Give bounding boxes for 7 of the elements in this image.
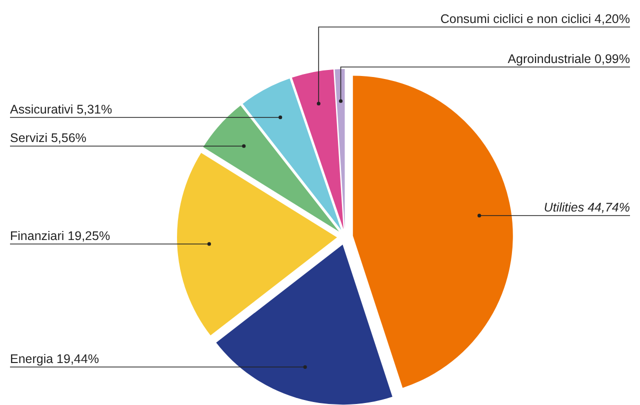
- slice-label: Energia 19,44%: [10, 352, 99, 366]
- slice-label: Servizi 5,56%: [10, 131, 86, 146]
- slice-label: Agroindustriale 0,99%: [508, 52, 630, 66]
- slice-label: Assicurativi 5,31%: [10, 102, 112, 116]
- slice-label: Finanziari 19,25%: [10, 228, 110, 243]
- slice-label: Consumi ciclici e non ciclici 4,20%: [440, 12, 630, 26]
- slice-label: Utilities 44,74%: [544, 200, 630, 215]
